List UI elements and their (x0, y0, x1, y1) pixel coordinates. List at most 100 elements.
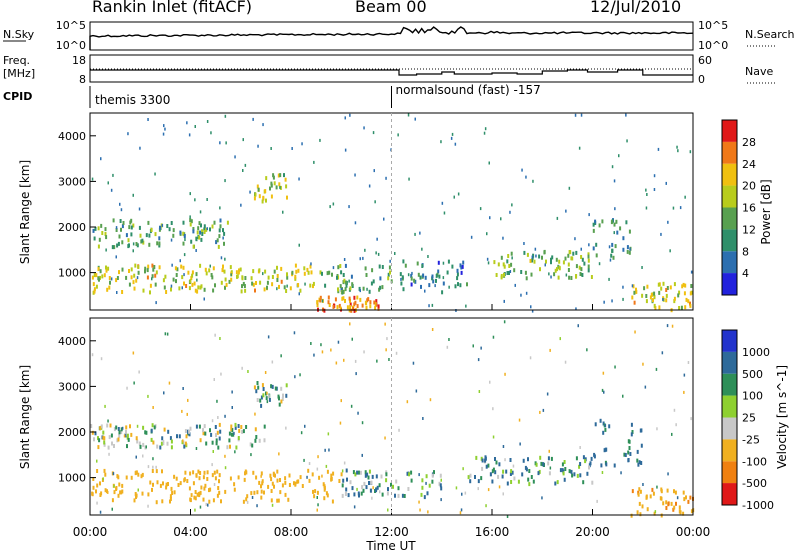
velocity-cell (169, 436, 172, 441)
power-cell (99, 269, 102, 274)
power-cell (658, 290, 661, 295)
power-cell (118, 270, 120, 275)
power-cell (428, 304, 430, 308)
power-cell (272, 173, 275, 178)
power-cell (364, 248, 366, 252)
power-cell (397, 133, 399, 137)
velocity-cell (385, 478, 388, 483)
velocity-cell (99, 426, 102, 431)
velocity-cell (521, 472, 524, 477)
velocity-cell (542, 408, 545, 412)
power-cell (372, 131, 375, 135)
velocity-cell (360, 491, 363, 496)
velocity-colorbar-swatch (722, 461, 737, 484)
power-cell (625, 220, 628, 225)
velocity-cell (601, 471, 604, 474)
velocity-cell (188, 486, 191, 491)
velocity-cell (229, 476, 232, 481)
freq-label: Freq. (3, 54, 30, 67)
power-cell (256, 184, 259, 189)
power-cell (486, 257, 489, 261)
velocity-cell (250, 491, 253, 496)
freq-unit: [MHz] (3, 67, 35, 80)
power-cell (440, 140, 442, 144)
power-cell (493, 260, 496, 265)
velocity-cell (388, 358, 390, 361)
velocity-cell (196, 492, 199, 497)
power-cell (265, 176, 268, 181)
power-cell (263, 287, 266, 292)
power-cell (581, 273, 584, 277)
velocity-cell (369, 488, 372, 493)
velocity-cell (467, 475, 470, 480)
velocity-cell (95, 489, 97, 494)
power-cell (689, 291, 692, 296)
power-cell (332, 266, 335, 270)
power-cell (298, 177, 300, 181)
power-cell (438, 274, 441, 279)
power-cell (240, 289, 243, 294)
velocity-cell (216, 399, 218, 403)
velocity-cell (237, 424, 240, 428)
velocity-cell (133, 381, 135, 385)
power-cell (144, 269, 146, 274)
power-cell (150, 228, 153, 232)
power-cell (240, 203, 242, 207)
velocity-cell (613, 463, 616, 468)
velocity-cell (661, 351, 664, 355)
velocity-cell (202, 497, 205, 502)
velocity-cell (672, 507, 675, 512)
power-cell (276, 274, 279, 278)
power-cell (410, 282, 413, 287)
velocity-cell (247, 370, 249, 373)
power-cell (366, 287, 368, 291)
velocity-cell (159, 483, 162, 488)
velocity-cell (403, 494, 406, 498)
velocity-cell (175, 476, 178, 481)
power-cell (289, 286, 292, 291)
power-cell (92, 282, 95, 287)
velocity-cell (504, 372, 506, 376)
power-cell (199, 285, 202, 290)
power-cell (116, 276, 119, 280)
velocity-cell (178, 434, 181, 439)
power-cell (286, 195, 288, 200)
power-cell (252, 269, 255, 274)
power-cell (195, 249, 197, 252)
velocity-colorbar-tick: 100 (742, 390, 763, 403)
velocity-cell (120, 427, 123, 432)
power-cell (564, 256, 567, 261)
power-cell (295, 269, 298, 274)
power-cell (373, 169, 375, 173)
power-cell (156, 241, 159, 246)
velocity-cell (118, 430, 121, 435)
velocity-cell (166, 332, 169, 336)
power-cell (428, 283, 431, 288)
velocity-cell (254, 412, 256, 416)
velocity-cell (285, 393, 288, 398)
power-cell (146, 275, 149, 280)
power-cell (657, 147, 660, 151)
power-cell (155, 301, 157, 305)
power-cell (427, 255, 429, 258)
velocity-cell (599, 418, 602, 423)
power-cell (242, 138, 244, 142)
power-cell (203, 297, 205, 301)
velocity-cell (215, 433, 217, 438)
velocity-ylabel: Slant Range [km] (18, 365, 32, 469)
power-cell (500, 217, 502, 221)
power-cell (112, 218, 115, 223)
velocity-cell (559, 337, 561, 341)
power-cell (199, 263, 202, 268)
velocity-cell (269, 473, 272, 478)
velocity-cell (130, 475, 133, 480)
power-cell (218, 228, 221, 233)
velocity-cell (237, 475, 240, 480)
velocity-cell (506, 515, 509, 518)
power-cell (223, 241, 225, 246)
velocity-cell (345, 487, 348, 492)
velocity-cell (121, 426, 124, 430)
velocity-cell (314, 489, 317, 494)
velocity-colorbar-tick: -25 (742, 433, 760, 446)
velocity-cell (330, 473, 333, 478)
